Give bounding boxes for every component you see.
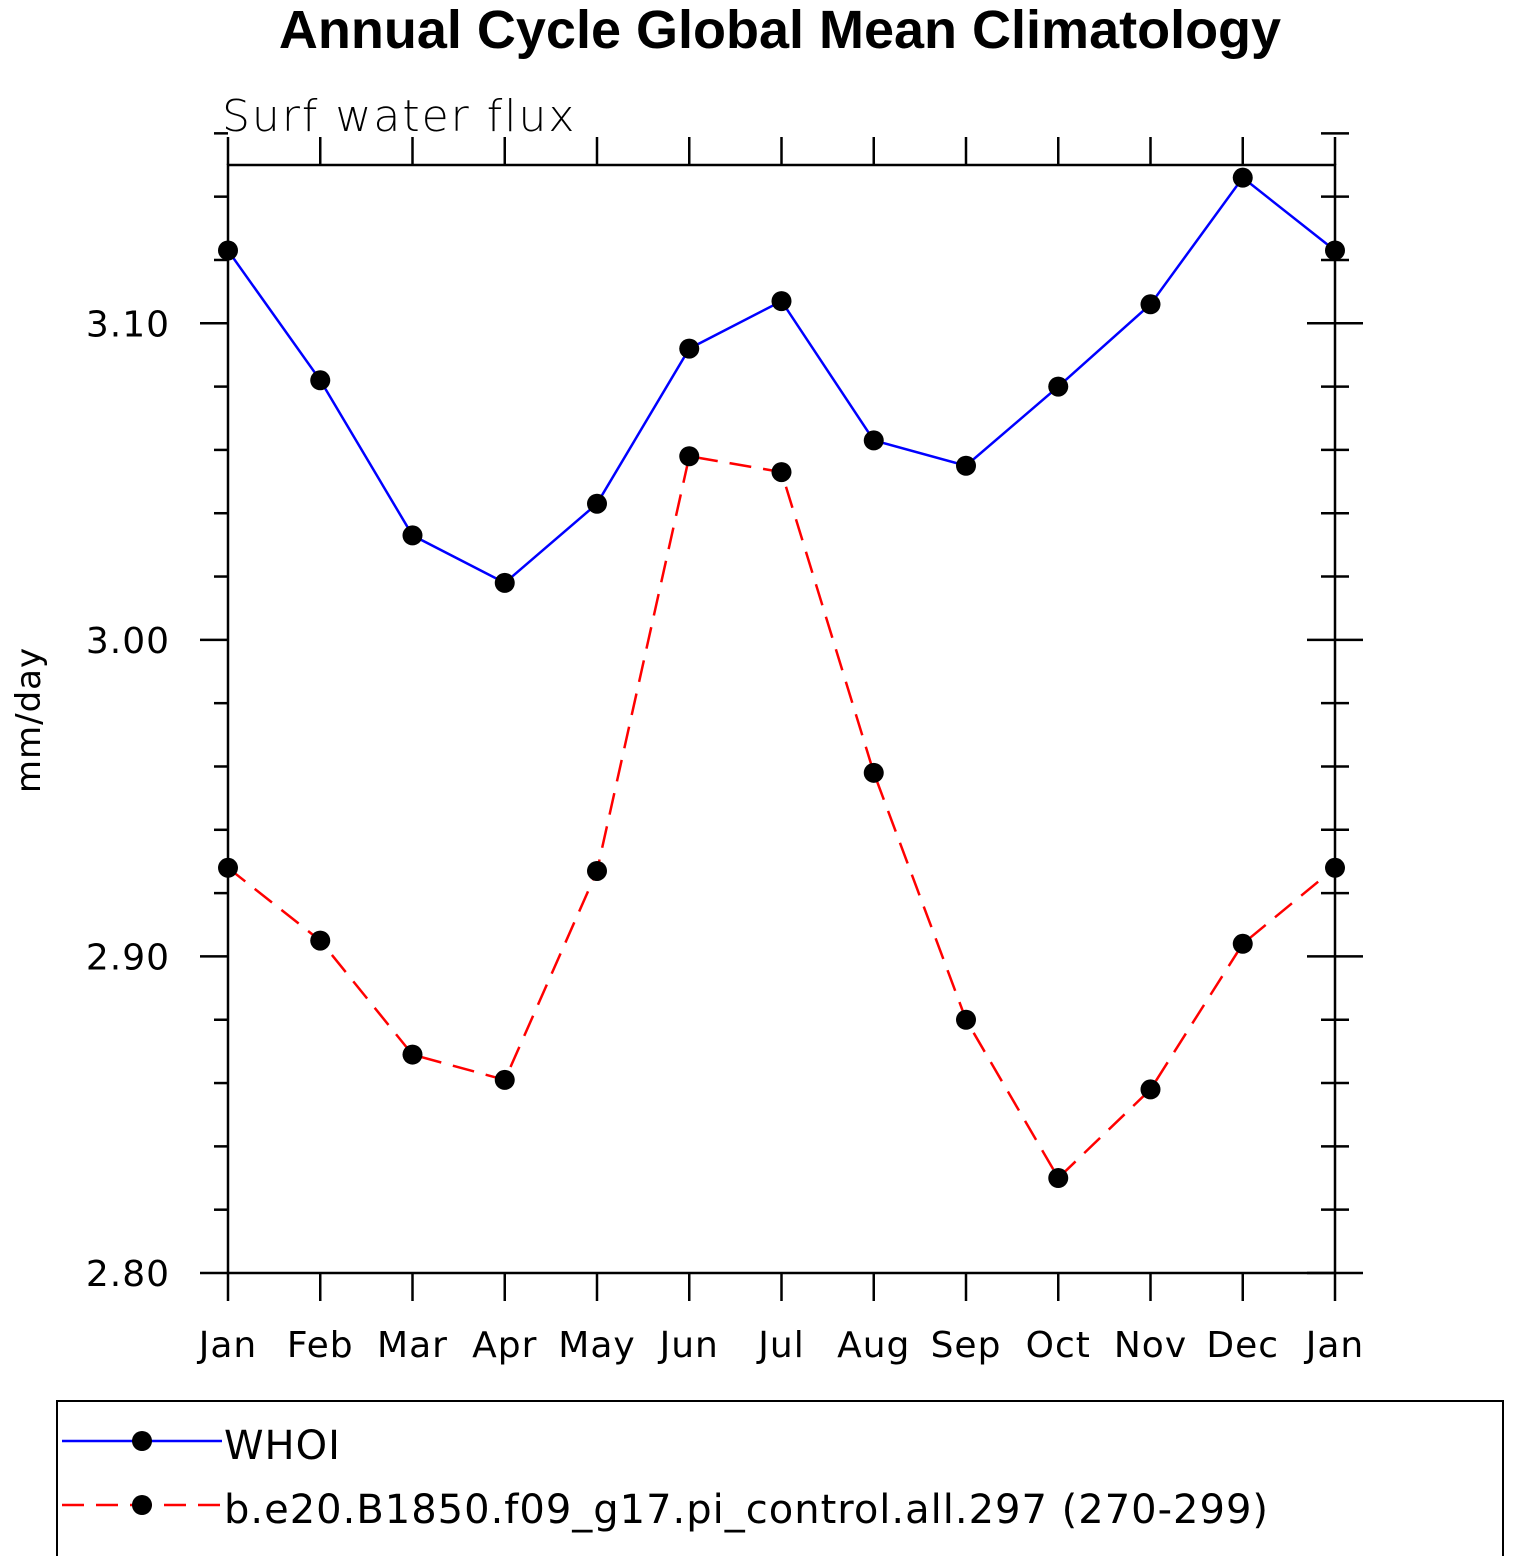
legend-marker-whoi bbox=[132, 1431, 152, 1451]
data-point bbox=[587, 860, 607, 881]
x-tick-label: Dec bbox=[1206, 1325, 1279, 1366]
data-point bbox=[494, 1069, 515, 1090]
data-point bbox=[494, 572, 515, 593]
x-tick-label: Mar bbox=[377, 1325, 448, 1366]
series-line-0 bbox=[226, 175, 1336, 585]
data-point bbox=[402, 525, 423, 546]
data-point bbox=[771, 462, 792, 483]
data-point bbox=[1232, 933, 1253, 954]
data-point bbox=[1048, 376, 1069, 397]
data-point bbox=[310, 370, 331, 391]
x-tick-label: Nov bbox=[1114, 1325, 1187, 1366]
chart-subtitle: Surf water flux bbox=[222, 91, 576, 142]
x-tick-label: Jan bbox=[197, 1325, 258, 1366]
x-tick-label: Apr bbox=[472, 1325, 537, 1366]
x-tick-label: Sep bbox=[931, 1325, 1002, 1366]
plot-frame bbox=[226, 163, 1337, 1275]
y-tick-label: 2.80 bbox=[86, 1254, 170, 1295]
axis-ticks bbox=[200, 132, 1363, 1301]
legend-box bbox=[56, 1400, 1504, 1556]
x-tick-label: Oct bbox=[1026, 1325, 1091, 1366]
data-point bbox=[679, 338, 700, 359]
x-tick-label: Jun bbox=[658, 1325, 719, 1366]
data-point bbox=[1325, 857, 1345, 878]
data-point bbox=[956, 1009, 976, 1030]
data-point bbox=[1140, 294, 1161, 315]
y-tick-label: 3.10 bbox=[86, 304, 170, 345]
y-tick-label: 2.90 bbox=[86, 937, 170, 978]
data-point bbox=[587, 493, 607, 514]
x-tick-label: Aug bbox=[837, 1325, 910, 1366]
legend-marker-model bbox=[132, 1495, 152, 1515]
data-point bbox=[218, 240, 238, 261]
data-point bbox=[1232, 167, 1253, 188]
data-point bbox=[1325, 240, 1345, 261]
data-point bbox=[956, 455, 976, 476]
series-line-1 bbox=[227, 454, 1336, 1181]
data-point bbox=[402, 1044, 423, 1065]
y-axis-label: mm/day bbox=[9, 647, 49, 793]
tick-labels: Jan Feb Mar Apr May Jun Jul Aug Sep Oct Nov Dec Jan 2… bbox=[86, 304, 1365, 1366]
legend-label-model: b.e20.B1850.f09_g17.pi_control.all.297 (… bbox=[224, 1487, 1269, 1533]
legend-label-whoi: WHOI bbox=[224, 1423, 341, 1469]
legend: WHOI b.e20.B1850.f09_g17.pi_control.all.… bbox=[56, 1400, 1504, 1556]
x-tick-label: Feb bbox=[287, 1325, 354, 1366]
series-lines bbox=[226, 175, 1336, 1181]
y-tick-label: 3.00 bbox=[86, 621, 170, 662]
chart-title: Annual Cycle Global Mean Climatology bbox=[279, 0, 1281, 60]
data-point bbox=[1048, 1168, 1069, 1189]
data-point bbox=[218, 857, 238, 878]
data-point bbox=[1140, 1079, 1161, 1100]
data-point bbox=[863, 762, 884, 783]
data-point bbox=[771, 291, 792, 312]
series-markers bbox=[218, 167, 1345, 1189]
data-point bbox=[863, 430, 884, 451]
x-tick-label: May bbox=[558, 1325, 635, 1366]
data-point bbox=[310, 930, 331, 951]
data-point bbox=[679, 446, 700, 467]
x-tick-label: Jan bbox=[1304, 1325, 1365, 1366]
x-tick-label: Jul bbox=[756, 1325, 804, 1366]
